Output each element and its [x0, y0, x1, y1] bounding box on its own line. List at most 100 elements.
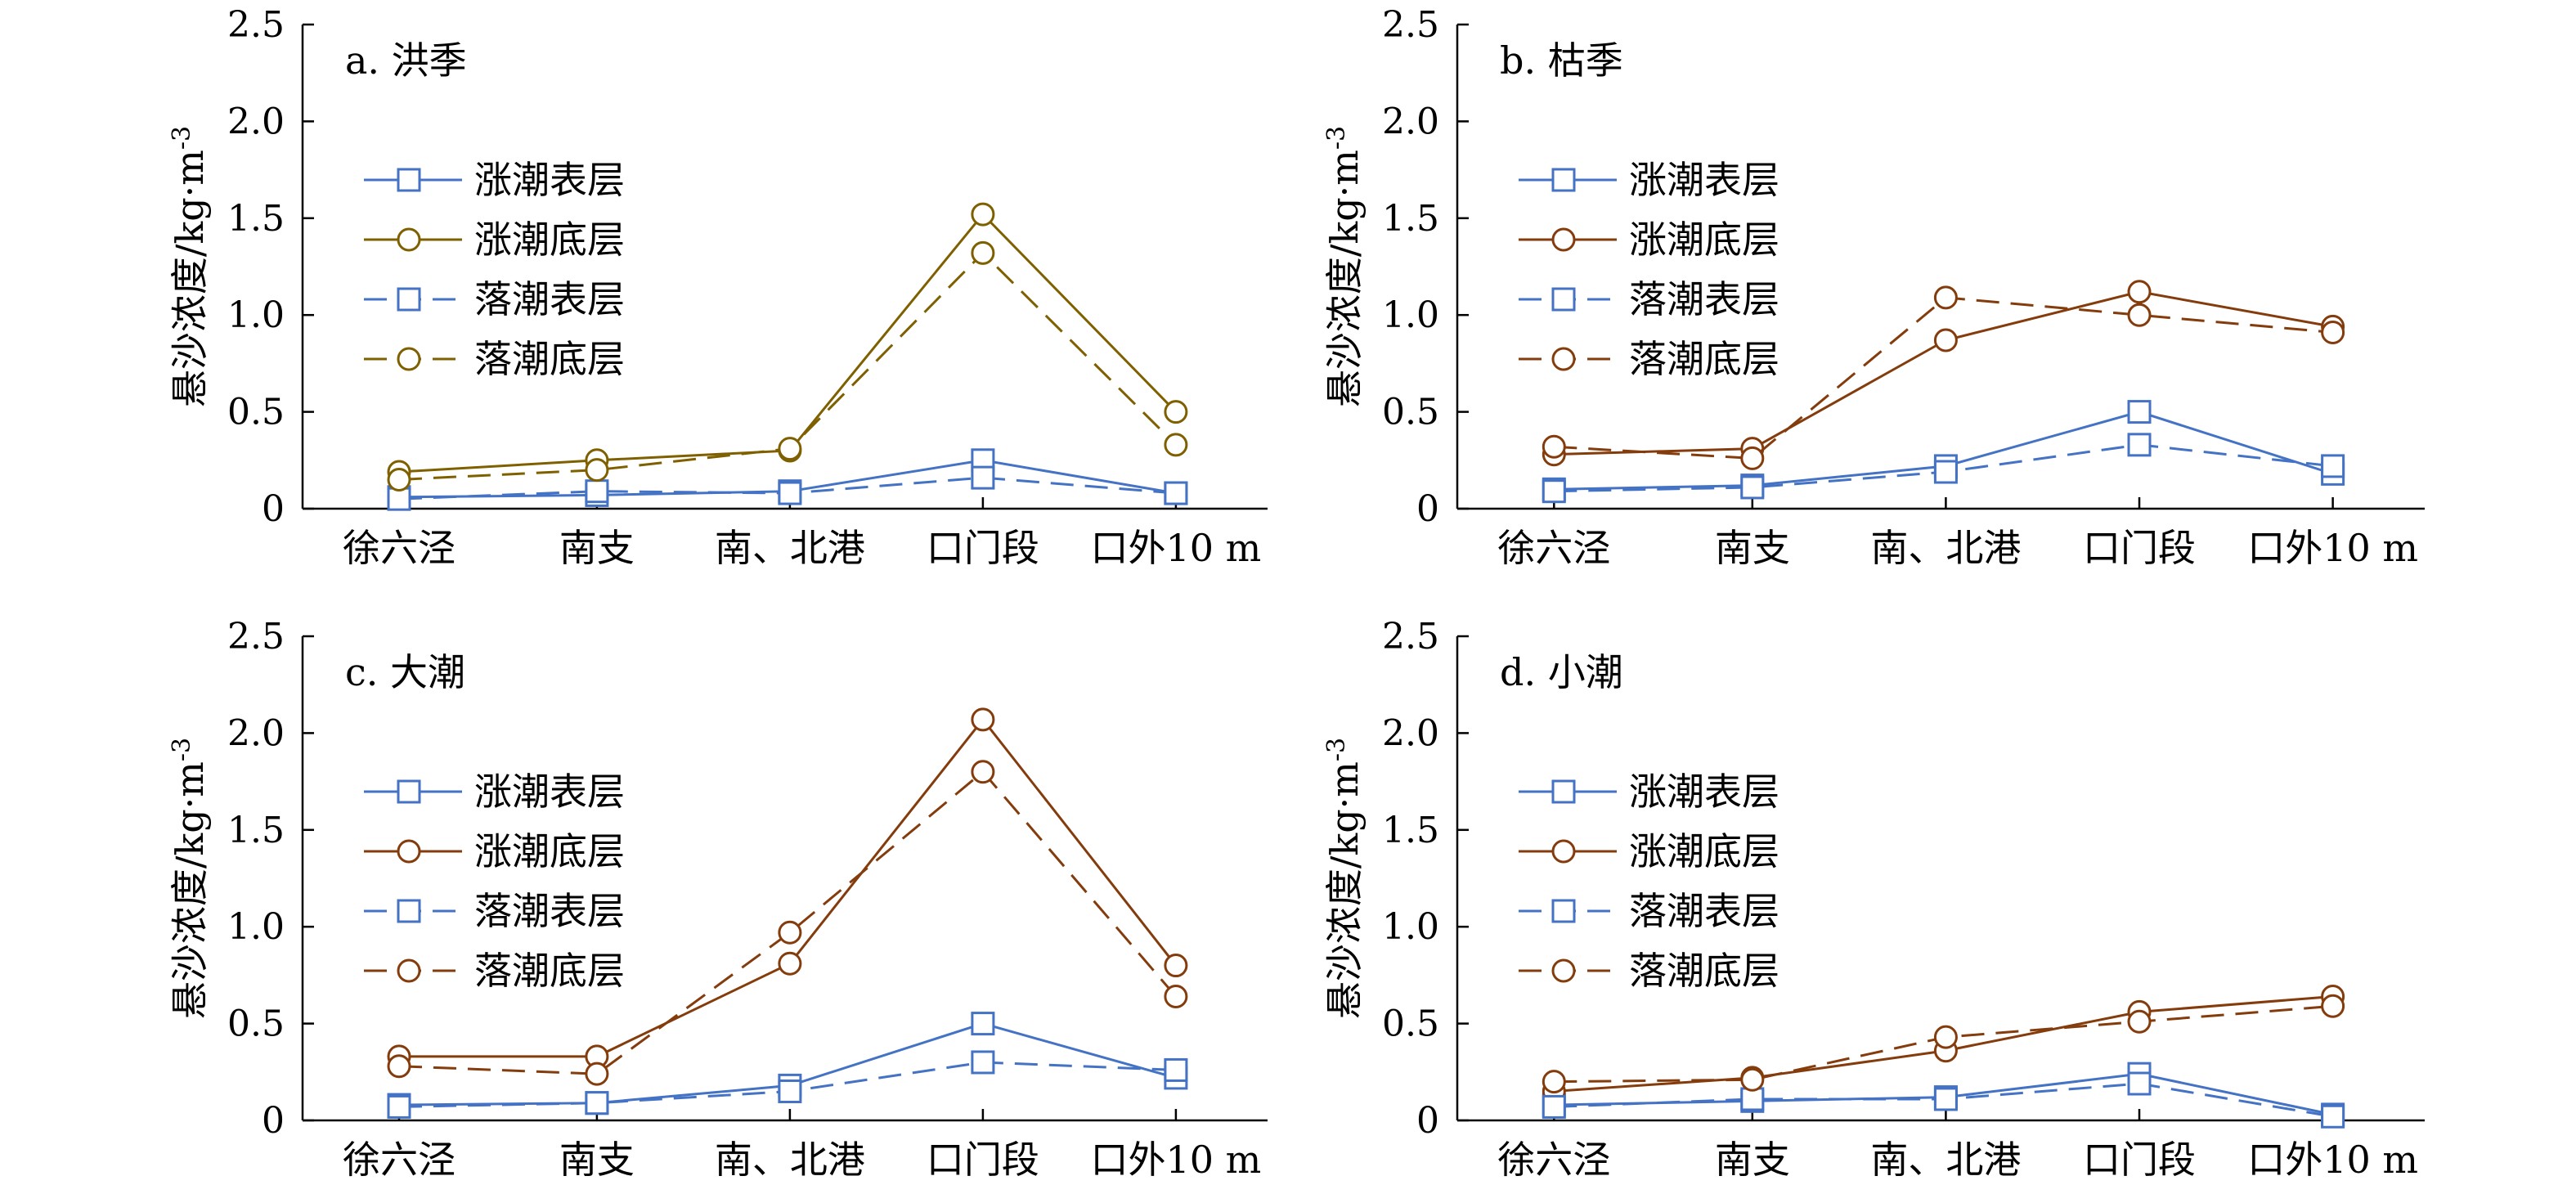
- legend-label: 落潮表层: [1629, 277, 1779, 321]
- legend-label: 涨潮表层: [1629, 770, 1779, 814]
- data-point: [2321, 321, 2345, 345]
- y-tick-label: 1.5: [1382, 198, 1439, 240]
- chart-panel-4: 0 0.5 1.0 1.5 2.0 2.5 徐六泾 南支 南、北港 口门段 口外10 m 悬沙浓度/k…: [1322, 616, 2425, 1182]
- legend-marker: [1551, 839, 1576, 864]
- x-tick-label: 口外10 m: [2247, 526, 2418, 570]
- y-axis-label: 悬沙浓度/kg·m-3: [1322, 738, 1367, 1019]
- data-point: [1164, 433, 1188, 457]
- data-point: [2127, 303, 2152, 327]
- legend-label: 涨潮底层: [1629, 218, 1779, 262]
- data-point: [778, 1079, 802, 1103]
- data-point: [1542, 1070, 1566, 1094]
- x-tick-label: 徐六泾: [1497, 1138, 1610, 1182]
- chart-panel-1: 0 0.5 1.0 1.5 2.0 2.5 徐六泾 南支 南、北港 口门段 口外10 m 悬沙浓度/k…: [168, 4, 1268, 570]
- legend-marker: [1551, 958, 1576, 983]
- legend-marker: [397, 899, 421, 923]
- y-axis-label-text: 悬沙浓度/kg·m: [1322, 761, 1367, 1019]
- legend-label: 涨潮表层: [474, 770, 625, 814]
- y-axis-label: 悬沙浓度/kg·m-3: [168, 126, 212, 407]
- y-tick-label: 1.5: [227, 810, 285, 851]
- legend-label: 涨潮表层: [1629, 158, 1779, 202]
- y-axis-label-text: 悬沙浓度/kg·m: [168, 150, 212, 407]
- data-point: [585, 1062, 609, 1086]
- y-tick-label: 1.0: [227, 294, 285, 336]
- data-point: [971, 760, 995, 784]
- x-tick-label: 口外10 m: [1091, 1138, 1262, 1182]
- series-4: [1542, 994, 2345, 1094]
- legend-marker: [397, 347, 421, 371]
- y-tick-label: 0: [1416, 1100, 1439, 1142]
- data-point: [971, 465, 995, 490]
- data-point: [2321, 454, 2345, 478]
- data-point: [2127, 400, 2152, 424]
- x-tick-label: 徐六泾: [343, 1138, 456, 1182]
- data-point: [1164, 954, 1188, 978]
- data-point: [585, 458, 609, 483]
- y-axis-label-text: 悬沙浓度/kg·m: [168, 761, 212, 1019]
- data-point: [2127, 1009, 2152, 1034]
- data-point: [1542, 479, 1566, 504]
- x-tick-label: 口门段: [927, 526, 1039, 570]
- legend-marker: [1551, 168, 1576, 192]
- data-point: [971, 707, 995, 732]
- data-point: [778, 951, 802, 976]
- x-tick-label: 南、北港: [715, 1138, 865, 1182]
- x-tick-label: 南支: [559, 526, 635, 570]
- x-tick-label: 口门段: [2083, 1138, 2196, 1182]
- legend-label: 落潮底层: [1629, 949, 1779, 993]
- y-tick-label: 2.5: [1382, 616, 1439, 658]
- y-tick-label: 1.0: [227, 906, 285, 948]
- data-point: [1542, 1094, 1566, 1119]
- legend-marker: [397, 839, 421, 864]
- data-point: [2321, 994, 2345, 1018]
- series-2: [387, 707, 1188, 1069]
- data-point: [971, 202, 995, 227]
- y-tick-label: 0.5: [1382, 1003, 1439, 1045]
- data-point: [2127, 1071, 2152, 1096]
- data-point: [2127, 433, 2152, 457]
- y-tick-label: 1.0: [1382, 294, 1439, 336]
- y-tick-label: 1.5: [227, 198, 285, 240]
- data-point: [1740, 1067, 1765, 1092]
- x-tick-label: 南、北港: [1870, 526, 2021, 570]
- legend-label: 落潮底层: [474, 337, 625, 381]
- data-point: [1542, 434, 1566, 459]
- x-tick-label: 南、北港: [1870, 1138, 2021, 1182]
- data-point: [778, 437, 802, 461]
- legend-label: 涨潮底层: [474, 829, 625, 873]
- data-point: [1164, 400, 1188, 424]
- data-point: [1164, 1057, 1188, 1082]
- x-tick-label: 南支: [559, 1138, 635, 1182]
- y-axis-label-text: 悬沙浓度/kg·m: [1322, 150, 1367, 407]
- legend-marker: [397, 168, 421, 192]
- y-axis-label-superscript: -3: [1322, 126, 1351, 150]
- legend-label: 落潮表层: [474, 277, 625, 321]
- x-tick-label: 南支: [1715, 1138, 1790, 1182]
- y-tick-label: 0: [262, 488, 285, 530]
- series-3: [1542, 433, 2345, 504]
- data-point: [778, 920, 802, 945]
- legend-label: 落潮底层: [1629, 337, 1779, 381]
- legend-marker: [397, 779, 421, 804]
- legend-marker: [397, 227, 421, 252]
- x-tick-label: 徐六泾: [343, 526, 456, 570]
- x-tick-label: 口外10 m: [1091, 526, 1262, 570]
- data-point: [1740, 475, 1765, 500]
- legend-marker: [1551, 899, 1576, 923]
- legend-label: 涨潮底层: [1629, 829, 1779, 873]
- series-4: [1542, 285, 2345, 470]
- data-point: [1933, 328, 1958, 352]
- data-point: [1933, 1025, 1958, 1049]
- y-tick-label: 1.5: [1382, 810, 1439, 851]
- data-point: [1740, 446, 1765, 470]
- y-axis-label-superscript: -3: [168, 126, 196, 150]
- data-point: [585, 479, 609, 504]
- legend-label: 落潮表层: [1629, 889, 1779, 933]
- data-point: [1740, 1087, 1765, 1111]
- legend-marker: [1551, 347, 1576, 371]
- y-axis-label-superscript: -3: [168, 738, 196, 761]
- panel-title: d. 小潮: [1500, 650, 1623, 694]
